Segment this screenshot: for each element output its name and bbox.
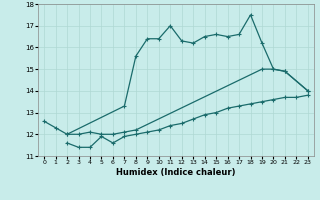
X-axis label: Humidex (Indice chaleur): Humidex (Indice chaleur) — [116, 168, 236, 177]
